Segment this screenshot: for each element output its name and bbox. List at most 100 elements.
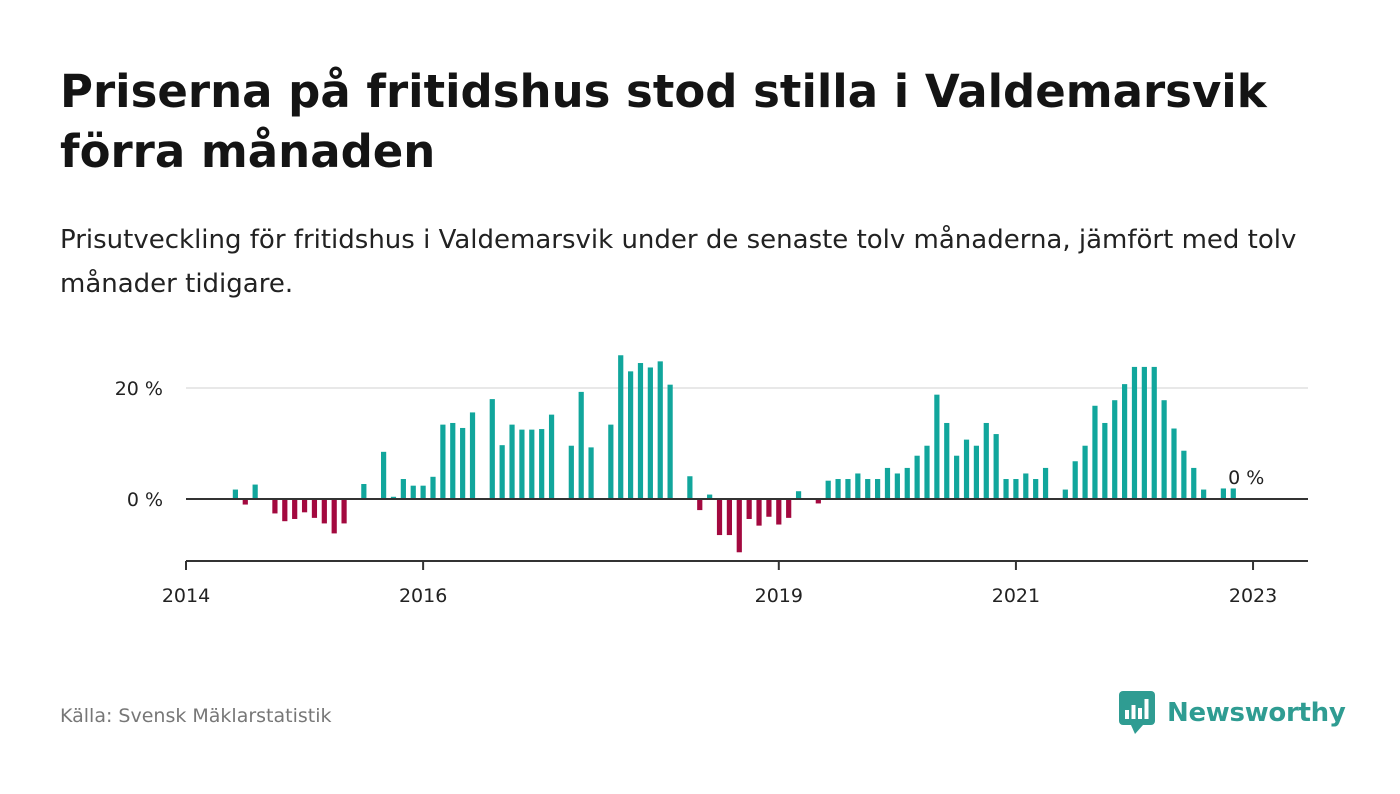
bar <box>993 434 999 499</box>
bar <box>450 422 456 499</box>
bar <box>884 467 891 499</box>
bar <box>301 499 308 513</box>
x-axis <box>185 560 1308 570</box>
labels: 0 % 20 % 2014 2016 2019 2021 2023 0 % <box>115 378 1278 607</box>
bar <box>637 363 644 499</box>
bar <box>1072 461 1078 499</box>
bar <box>1220 488 1226 499</box>
bar <box>924 445 930 499</box>
bar <box>1003 479 1009 499</box>
bar <box>400 479 406 499</box>
bar <box>1131 366 1138 499</box>
bar <box>568 445 574 499</box>
source-note: Källa: Svensk Mäklarstatistik <box>60 705 332 727</box>
bar <box>361 484 367 499</box>
chart-title: Priserna på fritidshus stod stilla i Val… <box>60 65 1267 178</box>
bar <box>1191 467 1197 499</box>
bar <box>835 479 841 499</box>
newsworthy-logo: Newsworthy <box>1119 690 1346 736</box>
bar <box>460 427 466 499</box>
bar <box>1161 400 1167 499</box>
bar <box>647 367 653 499</box>
bar <box>1171 428 1177 499</box>
bar <box>1082 445 1088 499</box>
bar <box>904 467 910 499</box>
bar <box>272 499 278 514</box>
bar <box>776 499 782 525</box>
x-tick-label: 2016 <box>399 585 447 607</box>
x-tick-label: 2021 <box>992 585 1040 607</box>
brand-name: Newsworthy <box>1167 698 1346 728</box>
bar <box>539 429 545 499</box>
bar <box>341 499 347 524</box>
bar <box>954 455 960 499</box>
bar <box>983 422 989 499</box>
bar <box>311 499 318 518</box>
bar <box>845 479 851 499</box>
bar <box>934 394 940 499</box>
bar <box>430 476 436 499</box>
bar <box>499 445 505 499</box>
bar <box>1092 405 1098 499</box>
bar <box>331 499 337 534</box>
bar <box>1181 450 1187 499</box>
bar <box>420 485 426 499</box>
last-value-label: 0 % <box>1228 467 1264 489</box>
bar <box>736 499 742 553</box>
bar <box>1141 366 1147 499</box>
bar <box>795 491 802 499</box>
bar <box>746 499 752 519</box>
bar <box>608 424 614 499</box>
bar <box>321 499 327 524</box>
bar <box>509 424 515 499</box>
bar <box>390 496 397 499</box>
bar <box>657 361 663 499</box>
bar <box>855 473 861 499</box>
x-tick-label: 2023 <box>1229 585 1277 607</box>
bar <box>1033 479 1039 499</box>
chart-subtitle: Prisutveckling för fritidshus i Valdemar… <box>60 225 1297 299</box>
bar <box>242 499 248 505</box>
bar <box>786 499 792 518</box>
x-tick-label: 2014 <box>162 585 210 607</box>
y-tick-label: 0 % <box>127 489 163 511</box>
bar <box>667 384 673 499</box>
bar <box>252 484 258 499</box>
bar <box>726 499 732 536</box>
bar <box>1151 366 1157 499</box>
bar <box>756 499 762 526</box>
bar <box>963 439 970 499</box>
bar <box>618 355 624 499</box>
bar <box>697 499 703 511</box>
bar <box>865 479 871 499</box>
bar <box>944 422 950 499</box>
bar <box>687 476 693 499</box>
bar <box>1102 422 1108 499</box>
bar <box>914 455 920 499</box>
bar <box>578 391 584 499</box>
bar-chart: 0 % 20 % 2014 2016 2019 2021 2023 0 % <box>115 355 1308 607</box>
bar <box>469 412 476 499</box>
bar <box>548 414 555 499</box>
x-tick-label: 2019 <box>755 585 803 607</box>
bar <box>489 399 495 499</box>
bar <box>1230 488 1236 499</box>
bar <box>875 479 881 499</box>
bar <box>716 499 723 536</box>
bar <box>232 489 238 499</box>
bar <box>628 371 634 499</box>
bar <box>825 480 831 499</box>
bar <box>1122 384 1128 499</box>
bar <box>519 429 525 500</box>
bar <box>440 424 446 499</box>
y-tick-label: 20 % <box>115 378 163 400</box>
bar <box>381 451 387 499</box>
bar <box>1023 473 1029 499</box>
bar <box>894 473 900 499</box>
bar <box>707 494 713 499</box>
bar <box>1062 489 1068 499</box>
bar <box>766 499 772 517</box>
bar <box>1201 489 1207 499</box>
bar <box>529 429 535 500</box>
newsworthy-logo-icon <box>1119 691 1155 734</box>
